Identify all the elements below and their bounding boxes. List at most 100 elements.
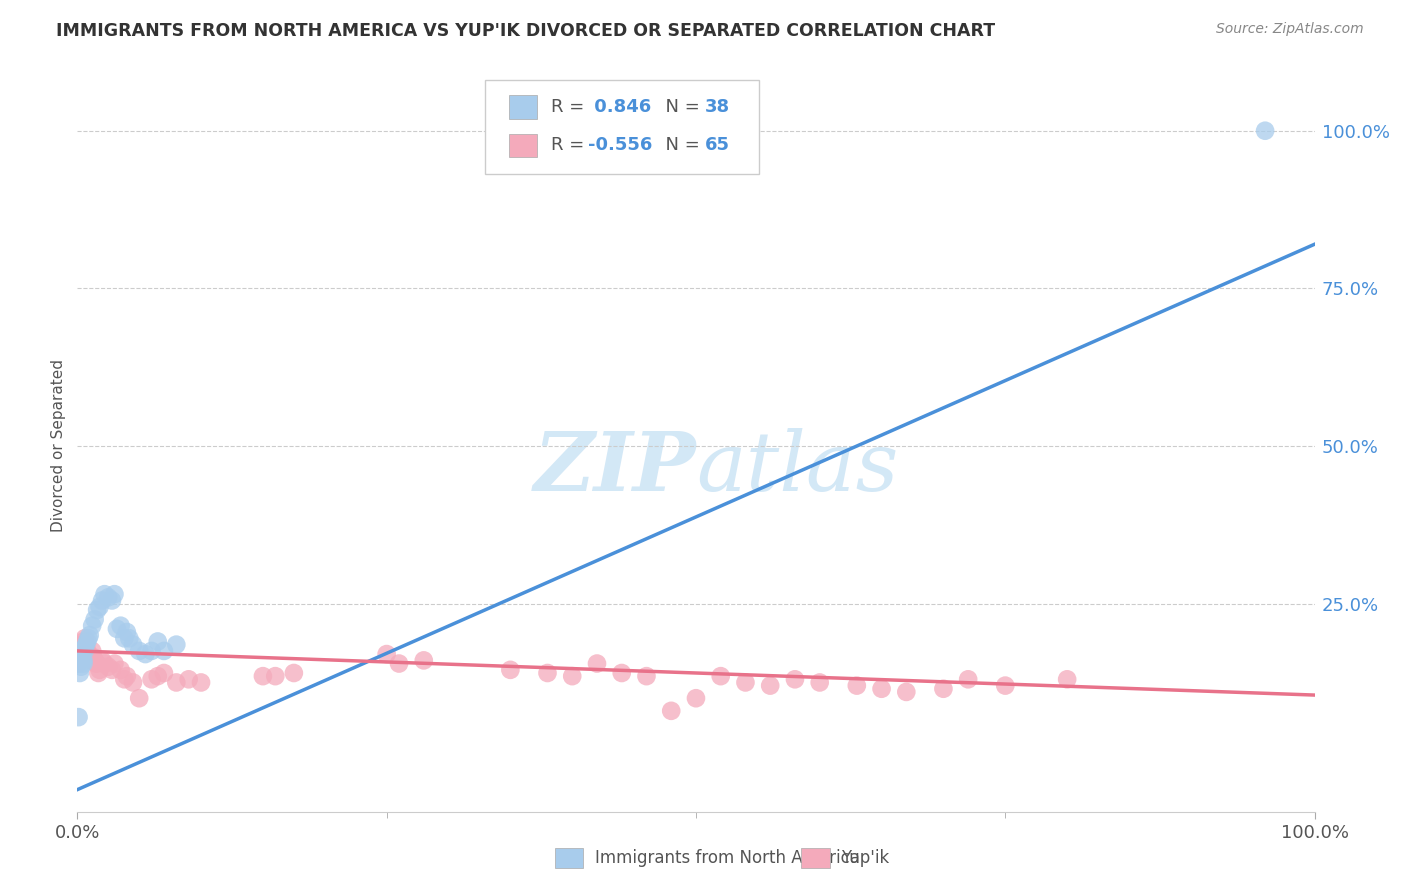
Point <box>93 587 115 601</box>
Point <box>146 669 169 683</box>
Point <box>122 675 145 690</box>
Y-axis label: Divorced or Separated: Divorced or Separated <box>51 359 66 533</box>
Point <box>83 612 105 626</box>
Point <box>87 665 110 680</box>
Text: Immigrants from North America: Immigrants from North America <box>595 849 859 867</box>
Point <box>734 675 756 690</box>
Point <box>73 632 96 646</box>
Point <box>70 647 93 661</box>
Point <box>97 591 120 605</box>
Point <box>190 675 212 690</box>
Point <box>91 653 114 667</box>
Point <box>141 644 163 658</box>
Point <box>86 657 108 671</box>
Point <box>101 593 124 607</box>
Point <box>73 644 96 658</box>
Point <box>610 665 633 680</box>
Point <box>128 644 150 658</box>
Point <box>76 634 98 648</box>
Point <box>75 640 97 655</box>
Point <box>375 647 398 661</box>
Point <box>112 632 135 646</box>
Point <box>932 681 955 696</box>
Point <box>388 657 411 671</box>
Point <box>636 669 658 683</box>
Point <box>72 640 94 655</box>
Point <box>69 665 91 680</box>
Point <box>72 644 94 658</box>
Point <box>89 663 111 677</box>
Text: R =: R = <box>551 136 591 154</box>
Point <box>76 644 98 658</box>
Point <box>153 665 176 680</box>
Point <box>70 659 93 673</box>
Point <box>118 632 141 646</box>
Point <box>105 622 128 636</box>
Point <box>115 625 138 640</box>
Text: atlas: atlas <box>696 428 898 508</box>
Point <box>165 638 187 652</box>
Text: Yup'ik: Yup'ik <box>841 849 889 867</box>
Point <box>82 618 104 632</box>
Point <box>72 634 94 648</box>
Point <box>412 653 434 667</box>
Point <box>808 675 831 690</box>
Point <box>72 638 94 652</box>
Point <box>134 647 156 661</box>
Text: N =: N = <box>654 98 706 116</box>
Point <box>659 704 682 718</box>
Point <box>86 603 108 617</box>
Point <box>165 675 187 690</box>
Text: 65: 65 <box>704 136 730 154</box>
Point <box>79 628 101 642</box>
Point <box>1254 124 1277 138</box>
Point <box>103 587 125 601</box>
Point <box>110 663 132 677</box>
Text: N =: N = <box>654 136 706 154</box>
Point <box>536 665 558 680</box>
Point <box>82 650 104 665</box>
Point <box>561 669 583 683</box>
Point <box>73 638 96 652</box>
Text: ZIP: ZIP <box>533 428 696 508</box>
Point <box>73 640 96 655</box>
Point <box>69 650 91 665</box>
Point <box>283 665 305 680</box>
Text: R =: R = <box>551 98 591 116</box>
Point <box>499 663 522 677</box>
Point <box>128 691 150 706</box>
Point <box>69 653 91 667</box>
Point <box>994 679 1017 693</box>
Point <box>759 679 782 693</box>
Point <box>177 673 200 687</box>
Text: IMMIGRANTS FROM NORTH AMERICA VS YUP'IK DIVORCED OR SEPARATED CORRELATION CHART: IMMIGRANTS FROM NORTH AMERICA VS YUP'IK … <box>56 22 995 40</box>
Point <box>67 657 90 671</box>
Point <box>93 657 115 671</box>
Point <box>67 657 90 671</box>
Point <box>70 640 93 655</box>
Point <box>91 593 114 607</box>
Point <box>685 691 707 706</box>
Text: 38: 38 <box>704 98 730 116</box>
Text: Source: ZipAtlas.com: Source: ZipAtlas.com <box>1216 22 1364 37</box>
Point <box>115 669 138 683</box>
Point <box>101 663 124 677</box>
Point <box>783 673 806 687</box>
Text: -0.556: -0.556 <box>588 136 652 154</box>
Point <box>870 681 893 696</box>
Point <box>146 634 169 648</box>
Point <box>80 653 103 667</box>
Point <box>84 657 107 671</box>
Point <box>264 669 287 683</box>
Point <box>75 638 97 652</box>
Point <box>957 673 980 687</box>
Point <box>710 669 733 683</box>
Point <box>72 653 94 667</box>
Text: 0.846: 0.846 <box>588 98 651 116</box>
Point <box>72 644 94 658</box>
Point <box>845 679 868 693</box>
Point <box>1056 673 1078 687</box>
Point <box>110 618 132 632</box>
Point <box>77 647 100 661</box>
Point <box>103 657 125 671</box>
